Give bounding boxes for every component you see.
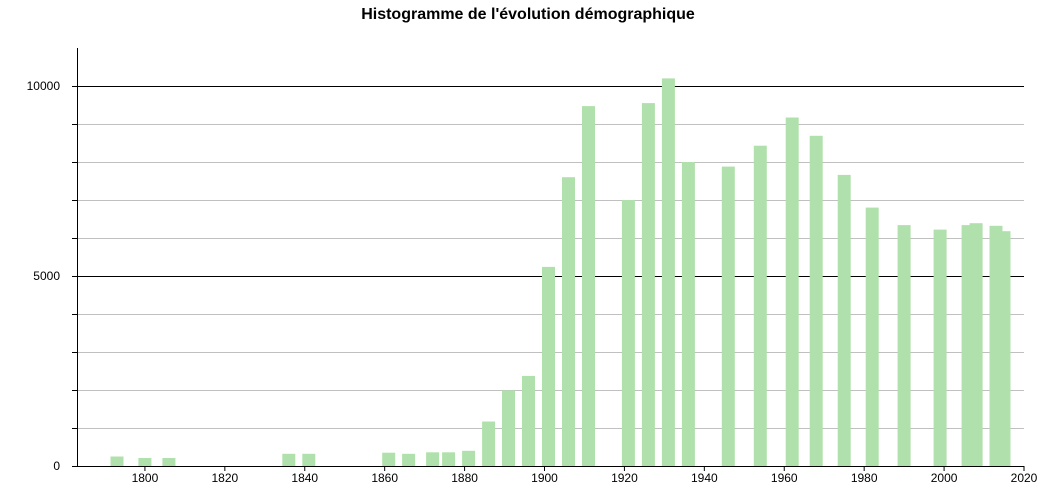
x-tick-label: 1920 xyxy=(611,471,638,485)
bar xyxy=(502,390,515,466)
x-tick-label: 1860 xyxy=(371,471,398,485)
bar xyxy=(382,452,396,466)
x-tick-label: 2000 xyxy=(931,471,958,485)
y-tick-label: 5000 xyxy=(33,269,60,283)
y-tick-label: 10000 xyxy=(27,79,61,93)
x-tick-label: 1820 xyxy=(211,471,238,485)
bar xyxy=(641,103,655,466)
bar xyxy=(661,78,675,467)
x-tick-label: 1980 xyxy=(851,471,878,485)
x-tick-label: 1800 xyxy=(132,471,159,485)
bar xyxy=(621,200,635,466)
bar xyxy=(282,453,296,466)
x-tick-label: 1940 xyxy=(691,471,718,485)
chart-title: Histogramme de l'évolution démographique xyxy=(361,6,695,23)
bar xyxy=(302,453,316,466)
bar xyxy=(482,421,496,466)
bar xyxy=(582,106,595,466)
bar xyxy=(138,458,152,466)
bars xyxy=(110,78,1011,467)
x-tick-label: 1900 xyxy=(531,471,558,485)
bar xyxy=(522,375,535,466)
bar xyxy=(110,456,124,466)
bar xyxy=(162,458,176,466)
x-tick-label: 1880 xyxy=(451,471,478,485)
bar xyxy=(837,174,851,466)
x-tick-label: 1840 xyxy=(291,471,318,485)
bar xyxy=(997,231,1011,466)
bar xyxy=(462,450,476,466)
bar xyxy=(865,207,879,466)
bar xyxy=(442,452,456,466)
y-tick-label: 0 xyxy=(53,459,60,473)
bar xyxy=(681,162,695,466)
x-tick-label: 2020 xyxy=(1011,471,1038,485)
bar xyxy=(897,225,911,466)
bar xyxy=(426,452,440,466)
tick-labels: 0 5000 10000 1800 1820 1840 1860 1880 1900 1920 19… xyxy=(27,79,1038,485)
bar xyxy=(402,453,416,466)
bar xyxy=(969,223,983,466)
bar xyxy=(542,266,555,466)
x-tick-label: 1960 xyxy=(771,471,798,485)
bar xyxy=(933,229,947,466)
bar xyxy=(721,166,735,466)
bar xyxy=(753,145,767,466)
axes xyxy=(72,48,1025,471)
bar xyxy=(809,135,823,467)
bar xyxy=(785,117,799,466)
bar xyxy=(562,177,575,466)
